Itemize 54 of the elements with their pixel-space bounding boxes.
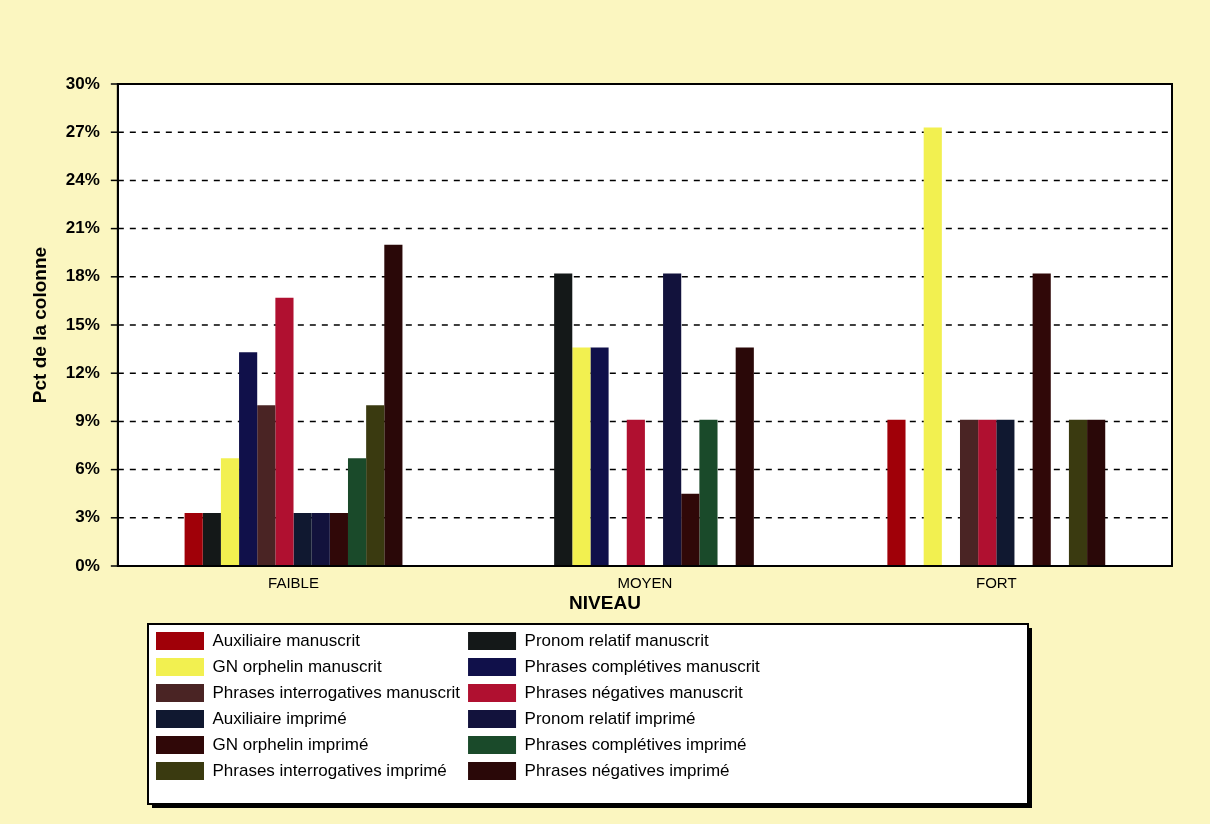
y-tick-label: 18%: [65, 266, 100, 286]
legend-label: Pronom relatif manuscrit: [524, 630, 710, 650]
bar: [202, 512, 221, 566]
bar: [239, 352, 258, 566]
legend-label: Phrases négatives manuscrit: [524, 682, 744, 702]
bar: [996, 419, 1015, 566]
y-tick-label: 9%: [75, 411, 100, 431]
legend-label: Phrases complétives imprimé: [524, 734, 747, 754]
x-tick-label: FAIBLE: [268, 574, 319, 592]
bar: [663, 273, 682, 566]
bar: [1068, 419, 1088, 566]
y-tick-label: 30%: [65, 73, 100, 93]
bar: [1032, 273, 1051, 566]
legend-label: Auxiliaire imprimé: [212, 708, 347, 728]
bar: [184, 512, 203, 566]
y-tick-label: 27%: [65, 121, 100, 141]
bar: [275, 297, 294, 566]
bar: [220, 458, 240, 566]
bar: [699, 419, 718, 566]
y-tick-label: 6%: [75, 459, 100, 479]
legend-label: Phrases négatives imprimé: [524, 760, 730, 780]
y-axis-title: Pct de la colonne: [28, 246, 50, 404]
bar: [959, 419, 979, 566]
y-tick-label: 3%: [75, 507, 100, 527]
y-tick-label: 24%: [65, 170, 100, 190]
x-tick-label: FORT: [976, 574, 1017, 592]
bar: [681, 493, 700, 566]
bar: [554, 273, 573, 566]
legend-label: Pronom relatif imprimé: [524, 708, 696, 728]
bar: [590, 347, 609, 566]
bar: [978, 419, 997, 566]
bar: [626, 419, 645, 566]
y-tick-label: 0%: [75, 555, 100, 575]
bar: [572, 347, 591, 566]
x-axis-title: NIVEAU: [568, 592, 642, 614]
x-tick-label: MOYEN: [617, 574, 673, 592]
bar: [384, 244, 403, 566]
bar: [329, 512, 348, 566]
y-tick-label: 21%: [65, 218, 100, 238]
legend-label: Auxiliaire manuscrit: [212, 630, 361, 650]
bar: [1087, 419, 1106, 566]
bar: [347, 458, 367, 566]
bar: [366, 405, 385, 566]
bar: [923, 127, 942, 566]
bar: [887, 419, 906, 566]
y-tick-label: 12%: [65, 362, 100, 382]
bar: [257, 405, 276, 566]
legend-label: GN orphelin manuscrit: [212, 656, 382, 676]
y-tick-label: 15%: [65, 314, 100, 334]
bar: [735, 347, 754, 566]
legend-label: Phrases interrogatives manuscrit: [212, 682, 461, 702]
legend-label: Phrases complétives manuscrit: [524, 656, 761, 676]
legend-label: GN orphelin imprimé: [212, 734, 369, 754]
legend-label: Phrases interrogatives imprimé: [212, 760, 447, 780]
